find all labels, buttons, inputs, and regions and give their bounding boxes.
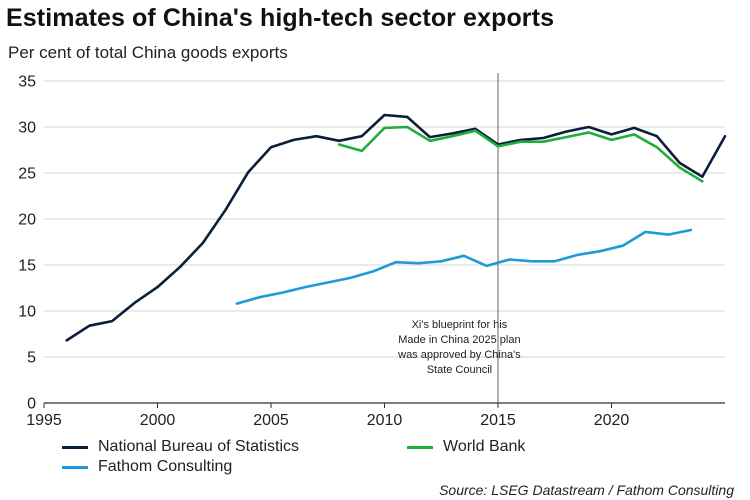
legend-label-nbs: National Bureau of Statistics <box>98 438 299 455</box>
annotation-line: was approved by China's <box>397 349 521 361</box>
series-line-national-bureau <box>65 113 727 342</box>
y-tick-label: 10 <box>18 304 36 321</box>
x-tick-label: 1995 <box>26 412 62 429</box>
series-line-fathom <box>235 228 693 305</box>
annotation-line: State Council <box>427 364 492 376</box>
annotation-line: Xi's blueprint for his <box>412 319 508 331</box>
legend-swatch-nbs <box>62 445 88 449</box>
legend-item-world-bank: World Bank <box>407 438 525 456</box>
legend-item-fathom: Fathom Consulting <box>62 458 232 476</box>
y-tick-label: 15 <box>18 258 36 275</box>
legend-item-nbs: National Bureau of Statistics <box>62 438 299 456</box>
y-tick-label: 5 <box>27 350 36 367</box>
annotation-line: Made in China 2025 plan <box>398 334 520 346</box>
series-line-world-bank <box>337 125 704 183</box>
y-tick-label: 35 <box>18 74 36 91</box>
legend-label-world-bank: World Bank <box>443 438 526 455</box>
y-tick-label: 30 <box>18 120 36 137</box>
legend-swatch-fathom <box>62 465 88 469</box>
legend: National Bureau of Statistics World Bank… <box>62 438 622 482</box>
x-tick-label: 2010 <box>367 412 403 429</box>
legend-swatch-world-bank <box>407 445 433 449</box>
x-tick-label: 2005 <box>253 412 289 429</box>
y-tick-label: 25 <box>18 166 36 183</box>
y-tick-label: 20 <box>18 212 36 229</box>
x-tick-label: 2000 <box>140 412 176 429</box>
chart-subtitle: Per cent of total China goods exports <box>8 43 288 62</box>
chart-title: Estimates of China's high-tech sector ex… <box>6 4 555 32</box>
x-tick-label: 2020 <box>594 412 630 429</box>
y-tick-label: 0 <box>27 396 36 413</box>
legend-label-fathom: Fathom Consulting <box>98 458 233 475</box>
x-tick-label: 2015 <box>480 412 516 429</box>
source-note: Source: LSEG Datastream / Fathom Consult… <box>439 482 734 498</box>
